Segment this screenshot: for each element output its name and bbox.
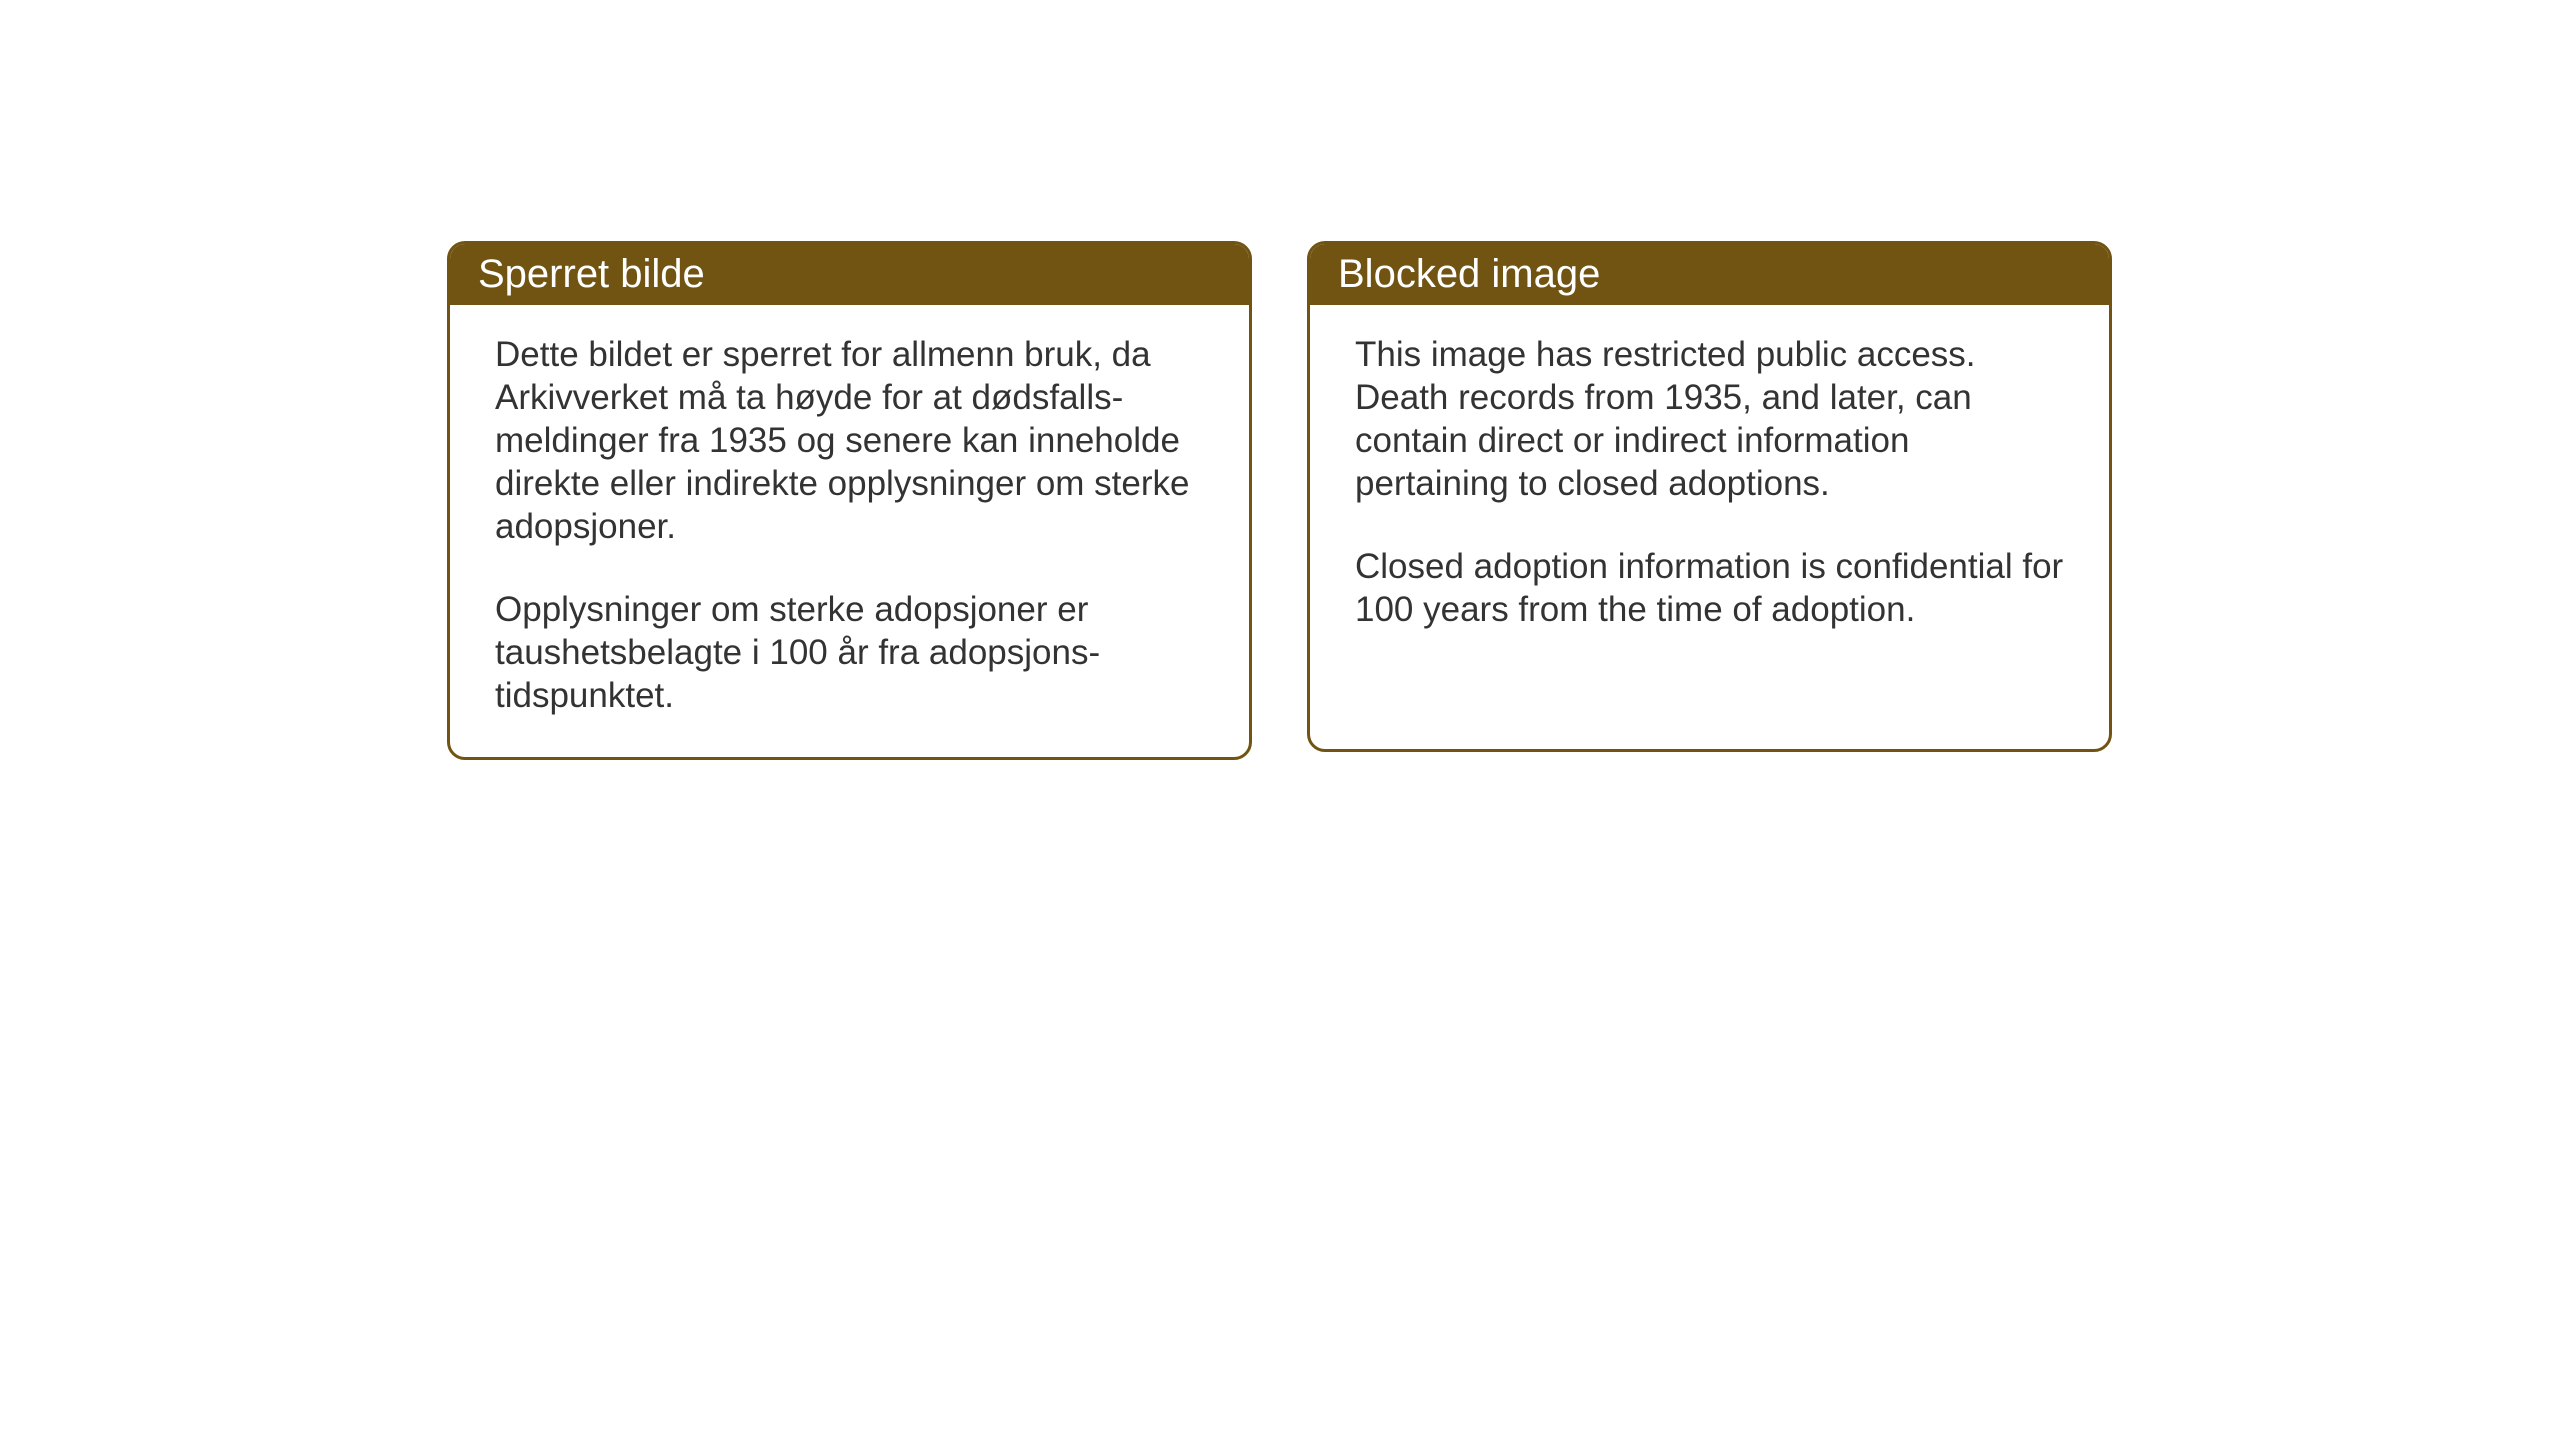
english-paragraph-2: Closed adoption information is confident…: [1355, 545, 2064, 631]
norwegian-notice-card: Sperret bilde Dette bildet er sperret fo…: [447, 241, 1252, 760]
english-paragraph-1: This image has restricted public access.…: [1355, 333, 2064, 505]
norwegian-paragraph-1: Dette bildet er sperret for allmenn bruk…: [495, 333, 1204, 548]
norwegian-card-title: Sperret bilde: [450, 244, 1249, 305]
norwegian-card-body: Dette bildet er sperret for allmenn bruk…: [450, 305, 1249, 757]
english-card-body: This image has restricted public access.…: [1310, 305, 2109, 671]
norwegian-paragraph-2: Opplysninger om sterke adopsjoner er tau…: [495, 588, 1204, 717]
cards-container: Sperret bilde Dette bildet er sperret fo…: [447, 241, 2112, 760]
english-card-title: Blocked image: [1310, 244, 2109, 305]
english-notice-card: Blocked image This image has restricted …: [1307, 241, 2112, 752]
